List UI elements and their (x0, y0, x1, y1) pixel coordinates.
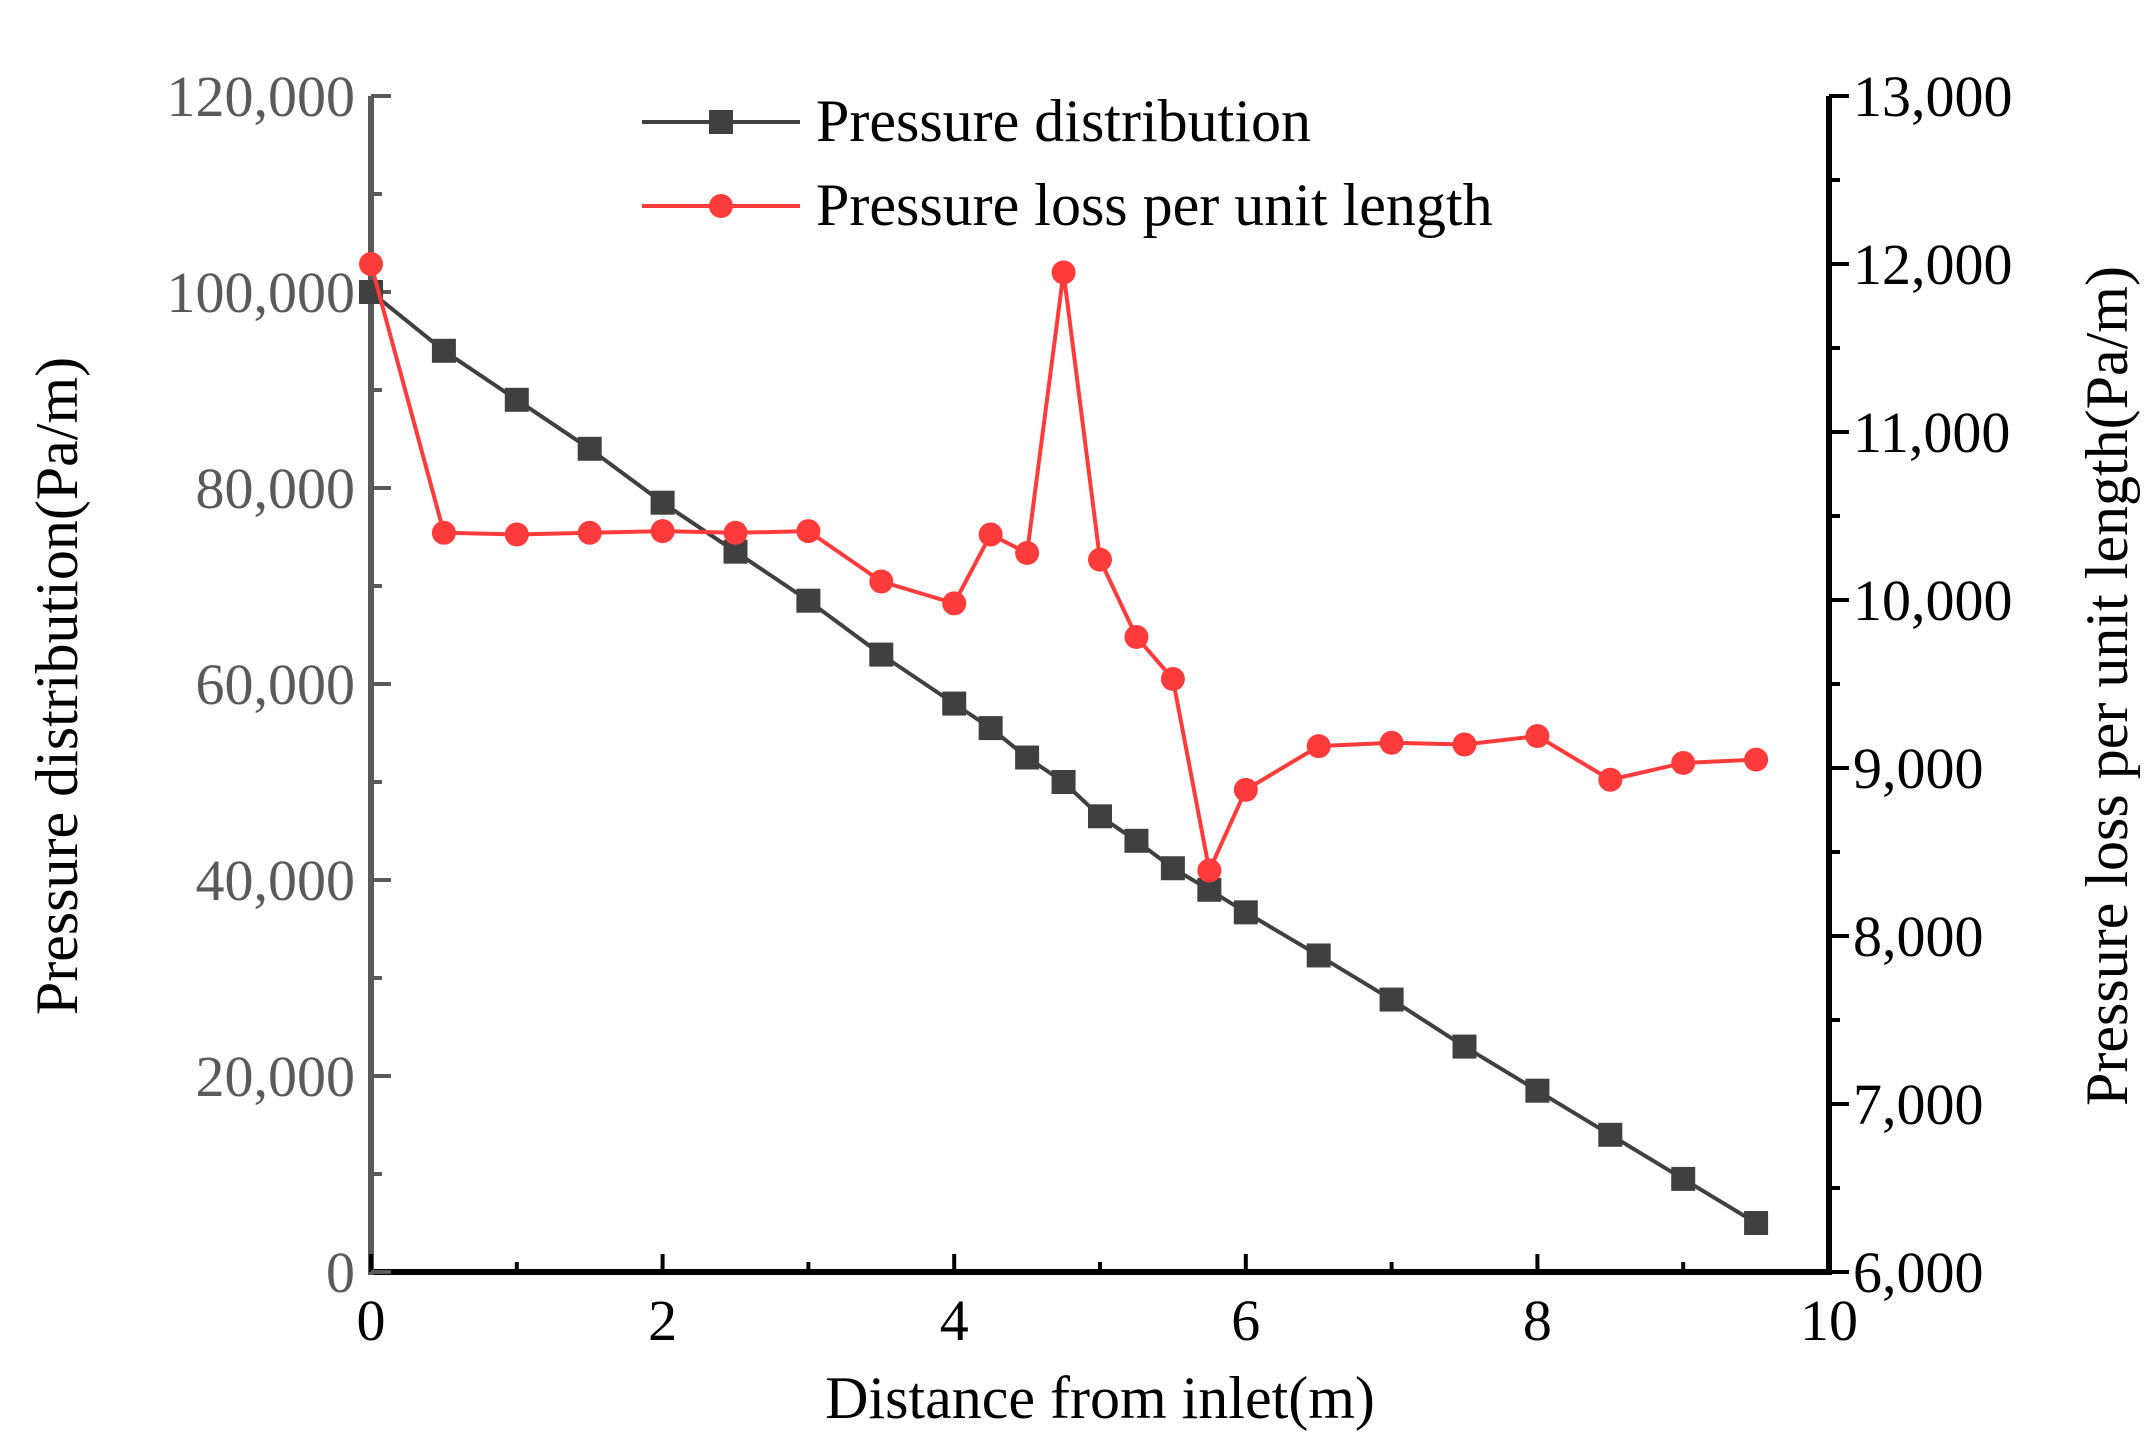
x-tick-label: 8 (1523, 1288, 1552, 1353)
x-axis-ticks: 0 2 4 6 8 10 (357, 1254, 1858, 1353)
data-point-circle (796, 519, 821, 544)
left-y-tick-label: 20,000 (196, 1044, 356, 1109)
data-point-circle (869, 569, 894, 594)
left-y-tick-label: 0 (326, 1240, 355, 1305)
series-line (369, 290, 1758, 1225)
data-point-circle (504, 522, 529, 547)
data-point-circle (431, 520, 456, 545)
left-y-axis-ticks: 0 20,000 40,000 60,000 80,000 100,000 120,000 (167, 64, 391, 1305)
data-point-square (1598, 1122, 1623, 1147)
data-point-square (869, 642, 894, 667)
data-point-square (1671, 1166, 1696, 1191)
x-tick-label: 2 (648, 1288, 677, 1353)
series-pressure-distribution (359, 280, 1769, 1235)
data-point-circle (942, 591, 967, 616)
data-point-circle (1160, 666, 1185, 691)
data-point-square (1525, 1078, 1550, 1103)
data-point-square (1306, 943, 1331, 968)
data-point-circle (1124, 624, 1149, 649)
data-point-circle (1233, 777, 1258, 802)
right-y-tick-label: 12,000 (1853, 232, 2013, 297)
left-y-axis-title: Pressure distribution(Pa/m) (24, 357, 90, 1015)
data-point-circle (577, 520, 602, 545)
right-y-axis-ticks: 6,000 7,000 8,000 9,000 10,000 11,000 12,000 13… (1829, 64, 2013, 1305)
data-point-square (942, 691, 967, 716)
right-y-tick-label: 11,000 (1853, 400, 2010, 465)
data-point-circle (650, 519, 675, 544)
right-y-tick-label: 7,000 (1853, 1072, 1984, 1137)
data-point-square (577, 436, 602, 461)
legend-marker-square (709, 110, 733, 134)
data-point-square (1088, 804, 1112, 829)
data-point-square (796, 588, 821, 613)
data-point-square (504, 387, 529, 412)
legend-marker-circle (709, 194, 733, 218)
right-y-tick-label: 8,000 (1853, 904, 1984, 969)
data-point-circle (1088, 547, 1112, 572)
data-point-circle (1744, 747, 1769, 772)
data-point-circle (359, 252, 383, 276)
left-y-tick-label: 80,000 (196, 456, 356, 521)
right-y-tick-label: 13,000 (1853, 64, 2013, 129)
right-y-axis-title: Pressure loss per unit length(Pa/m) (2074, 266, 2140, 1106)
data-point-circle (1015, 540, 1040, 565)
data-point-square (1015, 745, 1040, 770)
data-point-square (1160, 856, 1185, 881)
data-point-square (978, 716, 1003, 741)
right-y-tick-label: 10,000 (1853, 568, 2013, 633)
data-point-circle (1051, 260, 1076, 285)
data-point-circle (1452, 732, 1477, 757)
left-y-tick-label: 40,000 (196, 848, 356, 913)
data-point-square (1124, 828, 1149, 853)
data-point-circle (978, 522, 1003, 547)
data-point-circle (1306, 734, 1331, 759)
data-point-square (1233, 900, 1258, 925)
x-tick-label: 6 (1231, 1288, 1260, 1353)
data-point-square (431, 338, 456, 363)
data-point-square (1744, 1211, 1769, 1235)
legend-label-pressure-distribution: Pressure distribution (816, 88, 1311, 154)
data-point-circle (1379, 730, 1404, 755)
x-axis-title: Distance from inlet(m) (825, 1365, 1375, 1431)
x-tick-label: 10 (1800, 1288, 1858, 1353)
series-pressure-loss-per-unit-length (359, 252, 1769, 883)
x-tick-label: 4 (940, 1288, 969, 1353)
data-point-square (1452, 1034, 1477, 1059)
left-y-tick-label: 120,000 (167, 64, 356, 129)
data-point-circle (1671, 750, 1696, 775)
series-line (369, 263, 1757, 873)
x-tick-label: 0 (357, 1288, 386, 1353)
data-point-square (650, 490, 675, 515)
left-y-tick-label: 60,000 (196, 652, 356, 717)
data-point-square (1379, 987, 1404, 1012)
legend: Pressure distribution Pressure loss per … (642, 88, 1493, 238)
right-y-tick-label: 9,000 (1853, 736, 1984, 801)
data-point-circle (723, 520, 748, 545)
left-y-tick-label: 100,000 (167, 260, 356, 325)
data-point-circle (1598, 767, 1623, 792)
data-point-circle (1525, 724, 1550, 749)
data-point-square (1051, 770, 1076, 794)
data-point-circle (1197, 858, 1222, 883)
legend-label-pressure-loss: Pressure loss per unit length (816, 172, 1493, 238)
right-y-tick-label: 6,000 (1853, 1240, 1984, 1305)
